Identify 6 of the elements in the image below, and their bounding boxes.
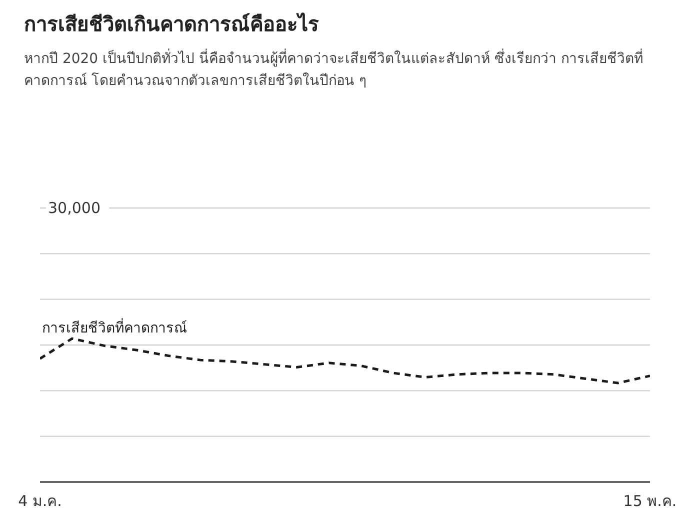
- chart-title: การเสียชีวิตเกินคาดการณ์คืออะไร: [24, 11, 320, 38]
- chart-subtitle: หากปี 2020 เป็นปีปกติทั่วไป นี่คือจำนวนผู้ที่คาดว่าจะเสียชีวิตในแต่ละสัปดาห์ ซึ่งเรียกว่า การเสียชีวิตที่คาดการณ์ โดยคำนวณจากตัวเลขการเสียชีวิตในปีก่อน ๆ: [24, 48, 644, 91]
- text: 30,000: [46, 197, 108, 219]
- x-tick-label: 4 ม.ค.: [18, 492, 62, 510]
- series-label: การเสียชีวิตที่คาดการณ์: [42, 318, 187, 337]
- x-tick-label: 15 พ.ค.: [623, 492, 677, 510]
